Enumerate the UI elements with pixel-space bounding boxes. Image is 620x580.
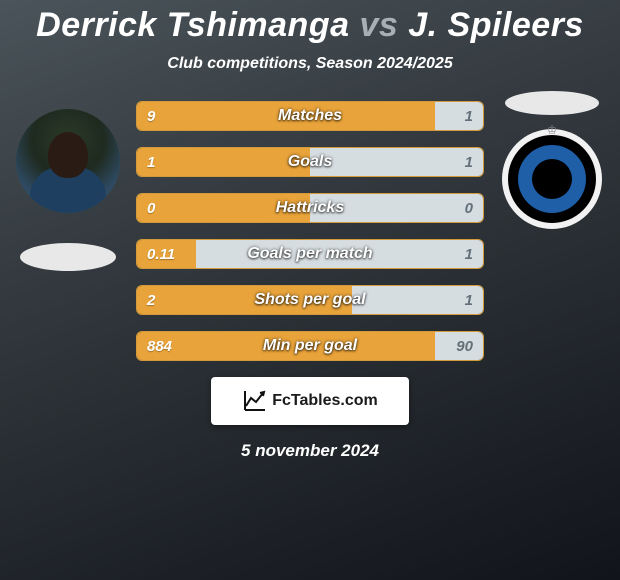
stat-row: 21Shots per goal	[136, 285, 484, 315]
stat-right-value: 1	[352, 286, 483, 314]
stat-row: 88490Min per goal	[136, 331, 484, 361]
player1-club-oval	[20, 243, 116, 271]
player2-club-badge: ♔	[502, 129, 602, 229]
stat-row: 11Goals	[136, 147, 484, 177]
subtitle: Club competitions, Season 2024/2025	[0, 55, 620, 73]
comparison-page: Derrick Tshimanga vs J. Spileers Club co…	[0, 0, 620, 580]
stat-left-value: 9	[137, 102, 435, 130]
player2-name: J. Spileers	[408, 6, 584, 44]
stat-right-value: 90	[435, 332, 483, 360]
stat-bars: 91Matches 11Goals 00Hattricks 0.111Goals pe…	[128, 87, 492, 361]
brand-badge[interactable]: FcTables.com	[211, 377, 409, 425]
left-avatar-column	[8, 87, 128, 271]
stat-left-value: 884	[137, 332, 435, 360]
brand-text: FcTables.com	[272, 392, 378, 410]
stat-left-value: 0	[137, 194, 310, 222]
player2-club-oval	[505, 91, 599, 115]
content-row: 91Matches 11Goals 00Hattricks 0.111Goals pe…	[0, 87, 620, 361]
stat-row: 00Hattricks	[136, 193, 484, 223]
date-label: 5 november 2024	[0, 441, 620, 461]
stat-right-value: 0	[310, 194, 483, 222]
vs-label: vs	[359, 6, 398, 44]
stat-left-value: 1	[137, 148, 310, 176]
page-title: Derrick Tshimanga vs J. Spileers	[0, 0, 620, 45]
stat-left-value: 0.11	[137, 240, 196, 268]
stat-row: 0.111Goals per match	[136, 239, 484, 269]
brand-chart-icon	[242, 388, 268, 414]
avatar-placeholder-icon	[16, 109, 120, 213]
stat-right-value: 1	[196, 240, 483, 268]
player1-avatar	[16, 109, 120, 213]
player1-name: Derrick Tshimanga	[36, 6, 349, 44]
stat-left-value: 2	[137, 286, 352, 314]
stat-right-value: 1	[435, 102, 483, 130]
stat-row: 91Matches	[136, 101, 484, 131]
right-avatar-column: ♔	[492, 87, 612, 229]
stat-right-value: 1	[310, 148, 483, 176]
